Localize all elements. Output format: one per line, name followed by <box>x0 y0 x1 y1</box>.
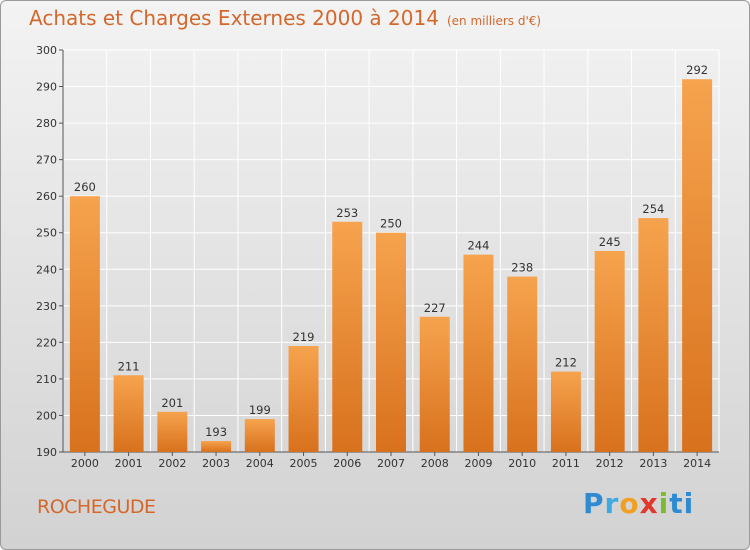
logo-letter: P <box>583 487 605 520</box>
bar <box>463 254 494 452</box>
y-tick-label: 270 <box>36 154 57 167</box>
logo-letter: x <box>639 487 659 520</box>
x-tick-label: 2011 <box>552 457 580 470</box>
x-tick-label: 2001 <box>115 457 143 470</box>
y-tick-label: 250 <box>36 227 57 240</box>
data-label: 199 <box>249 403 271 417</box>
x-tick-label: 2007 <box>377 457 405 470</box>
x-tick-label: 2003 <box>202 457 230 470</box>
logo-letter: ti <box>669 487 695 520</box>
chart-title: Achats et Charges Externes 2000 à 2014 (e… <box>29 6 541 30</box>
tick-labels: 190 200 210 220 230 240 250 260 270 280 290 300 2000… <box>36 44 711 470</box>
y-tick-label: 230 <box>36 300 57 313</box>
proxiti-logo: Proxiti <box>583 487 694 520</box>
y-tick-label: 300 <box>36 44 57 57</box>
x-tick-label: 2005 <box>290 457 318 470</box>
x-tick-label: 2004 <box>246 457 274 470</box>
bar <box>419 316 450 452</box>
logo-letter: o <box>619 487 640 520</box>
data-label: 292 <box>686 63 708 77</box>
bar <box>550 371 581 452</box>
bar <box>638 218 669 452</box>
y-tick-label: 210 <box>36 373 57 386</box>
y-tick-label: 190 <box>36 446 57 459</box>
data-label: 211 <box>118 359 140 373</box>
data-labels: 260 211 201 193 199 219 253 250 227 244 238 212 245 2… <box>74 63 708 439</box>
bar <box>376 232 406 452</box>
bar <box>201 441 232 452</box>
data-label: 201 <box>161 396 183 410</box>
data-label: 212 <box>555 356 577 370</box>
chart-subtitle: (en milliers d'€) <box>446 14 542 28</box>
bar <box>288 346 319 452</box>
bar <box>244 419 275 452</box>
logo-letter: r <box>604 487 620 520</box>
logo-letter: i <box>658 487 670 520</box>
bar <box>113 375 144 452</box>
bar <box>69 196 100 452</box>
y-tick-label: 240 <box>36 263 57 276</box>
data-label: 245 <box>599 235 621 249</box>
x-tick-label: 2006 <box>333 457 361 470</box>
data-label: 193 <box>205 425 227 439</box>
data-label: 238 <box>511 261 533 275</box>
y-tick-label: 200 <box>36 409 57 422</box>
data-label: 244 <box>467 239 489 253</box>
data-label: 227 <box>424 301 446 315</box>
x-tick-label: 2012 <box>596 457 624 470</box>
bar <box>682 79 713 453</box>
data-label: 219 <box>293 330 315 344</box>
y-tick-label: 220 <box>36 336 57 349</box>
x-tick-label: 2010 <box>508 457 536 470</box>
bar <box>594 251 625 452</box>
x-tick-label: 2009 <box>464 457 492 470</box>
data-label: 254 <box>642 202 664 216</box>
commune-name: ROCHEGUDE <box>37 496 156 518</box>
data-label: 253 <box>336 206 358 220</box>
data-label: 250 <box>380 217 402 231</box>
chart-title-text: Achats et Charges Externes 2000 à 2014 <box>29 6 439 30</box>
bar <box>157 411 188 452</box>
y-tick-label: 290 <box>36 81 57 94</box>
bar <box>507 276 538 452</box>
x-tick-label: 2013 <box>639 457 667 470</box>
bars <box>69 79 713 453</box>
x-tick-label: 2014 <box>683 457 711 470</box>
x-tick-label: 2002 <box>158 457 186 470</box>
x-tick-label: 2000 <box>71 457 99 470</box>
data-label: 260 <box>74 180 96 194</box>
x-tick-label: 2008 <box>421 457 449 470</box>
y-tick-label: 280 <box>36 117 57 130</box>
y-tick-label: 260 <box>36 190 57 203</box>
bar <box>332 221 363 452</box>
